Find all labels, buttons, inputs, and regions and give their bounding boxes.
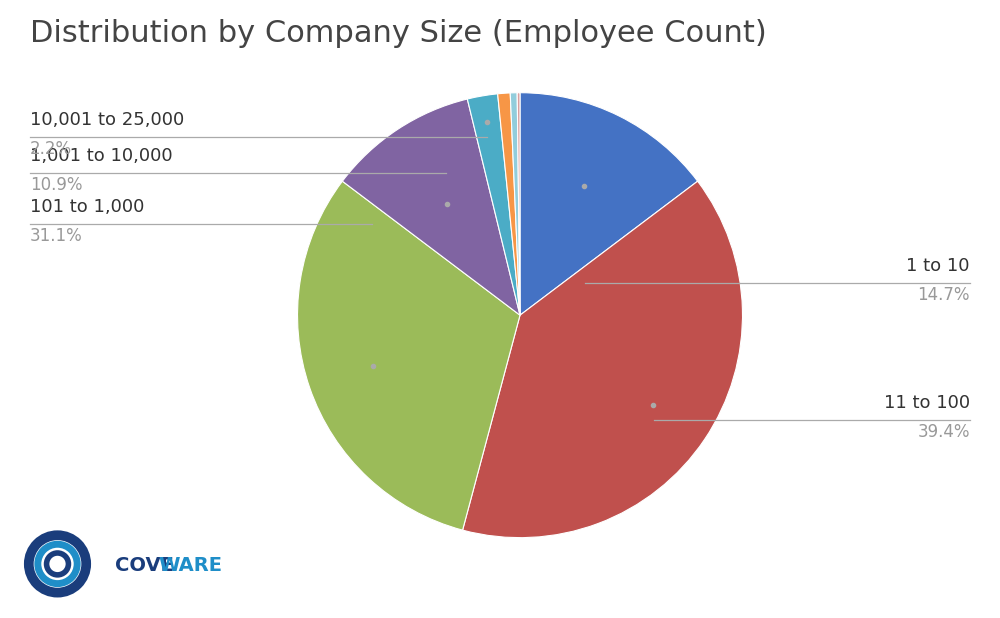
Text: 31.1%: 31.1% xyxy=(30,227,83,245)
Wedge shape xyxy=(463,181,742,538)
Text: 1 to 10: 1 to 10 xyxy=(906,257,970,275)
Wedge shape xyxy=(342,99,520,315)
Text: 2.2%: 2.2% xyxy=(30,140,72,158)
Wedge shape xyxy=(517,93,520,315)
Text: 11 to 100: 11 to 100 xyxy=(884,394,970,412)
Text: WARE: WARE xyxy=(158,556,222,575)
Text: 10,001 to 25,000: 10,001 to 25,000 xyxy=(30,111,184,129)
Text: Distribution by Company Size (Employee Count): Distribution by Company Size (Employee C… xyxy=(30,19,767,48)
Wedge shape xyxy=(298,181,520,530)
Text: 1,001 to 10,000: 1,001 to 10,000 xyxy=(30,146,173,165)
Text: 14.7%: 14.7% xyxy=(918,286,970,304)
Text: 10.9%: 10.9% xyxy=(30,176,82,194)
Text: 39.4%: 39.4% xyxy=(918,423,970,441)
Wedge shape xyxy=(498,93,520,315)
Text: 101 to 1,000: 101 to 1,000 xyxy=(30,198,144,216)
Wedge shape xyxy=(510,93,520,315)
Wedge shape xyxy=(520,93,698,315)
Wedge shape xyxy=(467,94,520,315)
Text: COVE: COVE xyxy=(115,556,174,575)
